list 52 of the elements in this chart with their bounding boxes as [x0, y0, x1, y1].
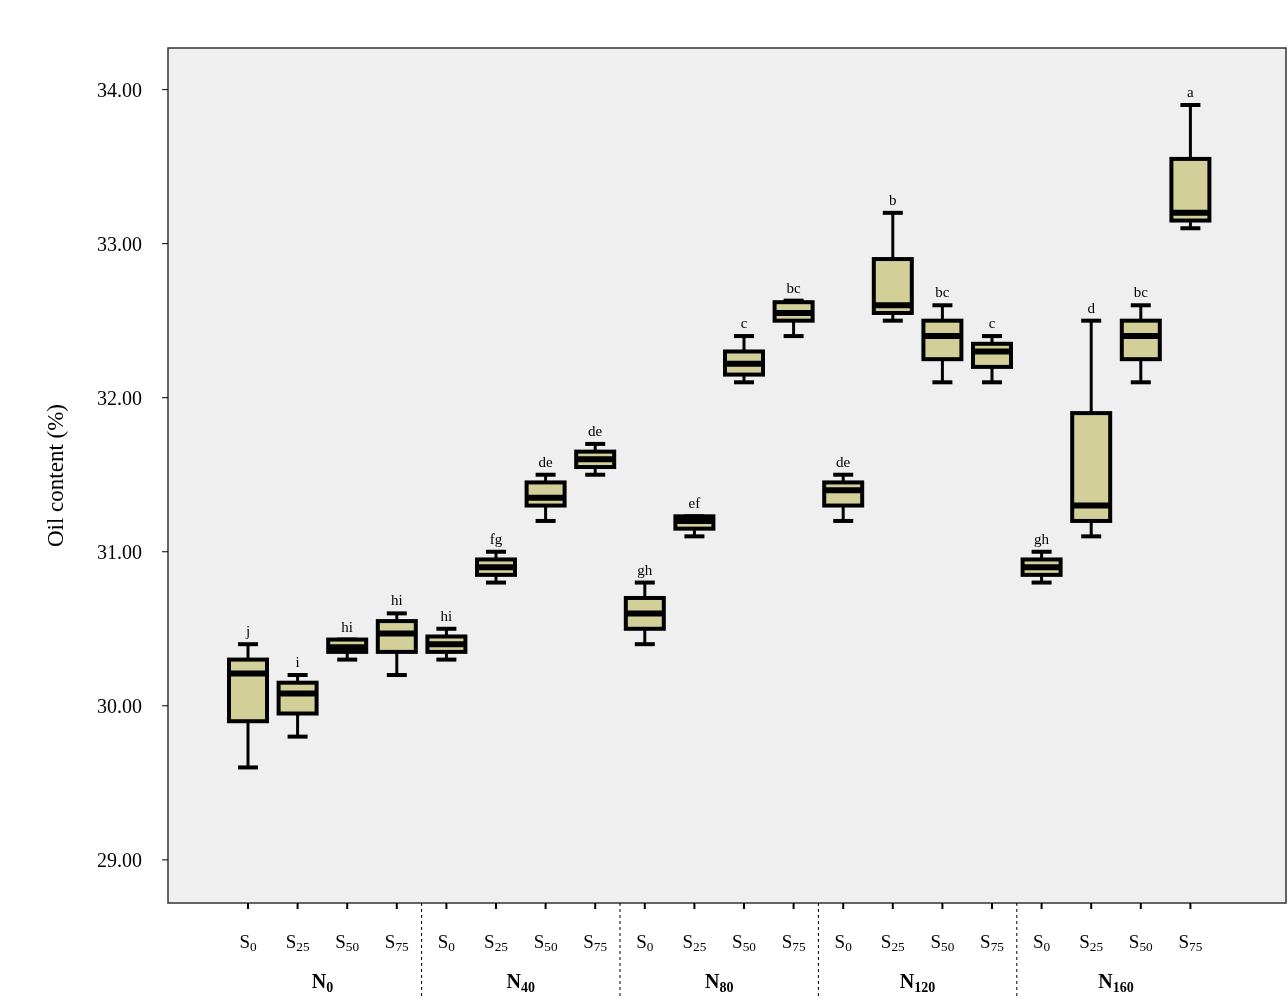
annotation: gh [1034, 530, 1050, 547]
y-tick-label: 33.00 [97, 232, 142, 255]
annotation: de [836, 453, 851, 470]
x-tick-label: S$_{75}$ [781, 931, 806, 955]
x-tick-label: S$_{50}$ [930, 931, 955, 955]
y-tick-label: 31.00 [97, 540, 142, 563]
annotation: bc [935, 284, 950, 301]
annotation: ef [688, 495, 701, 512]
x-tick-label: S$_{0}$ [834, 931, 853, 955]
annotation: bc [786, 279, 802, 296]
annotation: d [1087, 299, 1096, 316]
annotation: bc [1133, 284, 1149, 301]
text: N$_{0}$ [311, 970, 334, 995]
x-tick-label: S$_{0}$ [636, 931, 654, 955]
x-tick-label: S$_{50}$ [1128, 931, 1154, 955]
x-tick-label: S$_{0}$ [437, 931, 456, 955]
annotation: j [244, 623, 251, 640]
annotation: de [538, 453, 554, 470]
x-tick-label: S$_{25}$ [285, 931, 310, 955]
annotation: a [1187, 84, 1195, 100]
y-tick-label: 32.00 [97, 386, 142, 409]
x-tick-label: S$_{25}$ [880, 931, 906, 955]
annotation: b [889, 191, 897, 208]
x-tick-label: S$_{50}$ [533, 931, 558, 955]
annotation: i [295, 654, 300, 670]
annotation: hi [390, 592, 403, 609]
text: N$_{80}$ [704, 970, 734, 995]
text: N$_{40}$ [506, 970, 536, 995]
annotation: gh [637, 561, 653, 578]
annotation: c [988, 315, 996, 332]
x-tick-label: S$_{25}$ [484, 931, 509, 955]
text: N$_{120}$ [899, 970, 936, 995]
x-tick-label: S$_{25}$ [682, 931, 707, 955]
y-tick-label: 30.00 [97, 694, 142, 717]
x-tick-label: S$_{75}$ [1178, 931, 1203, 955]
x-tick-label: S$_{25}$ [1079, 931, 1104, 955]
x-tick-label: S$_{75}$ [980, 931, 1005, 955]
annotation: fg [489, 530, 503, 547]
annotation: c [740, 315, 748, 332]
x-tick-label: S$_{50}$ [335, 931, 360, 955]
x-tick-label: S$_{0}$ [239, 931, 257, 955]
text: N$_{160}$ [1098, 970, 1134, 995]
x-tick-label: S$_{75}$ [583, 931, 608, 955]
annotation: hi [341, 618, 354, 635]
y-axis-title: Oil content (%) [43, 403, 68, 548]
y-tick-label: 34.00 [97, 78, 142, 101]
x-tick-label: S$_{0}$ [1032, 931, 1051, 955]
x-tick-label: S$_{75}$ [384, 931, 410, 955]
annotation: hi [440, 607, 453, 624]
x-tick-label: S$_{50}$ [732, 931, 757, 955]
annotation: de [588, 422, 603, 439]
y-tick-label: 29.00 [97, 848, 142, 871]
